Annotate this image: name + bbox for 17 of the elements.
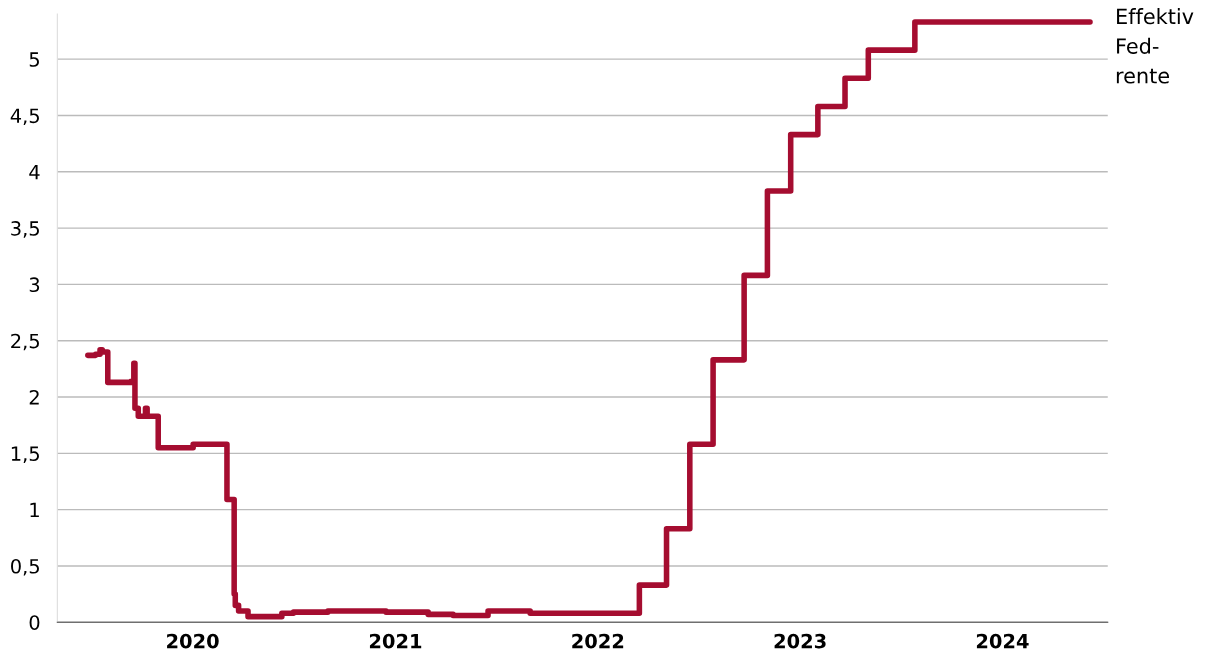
y-tick-label: 2,5: [11, 333, 39, 351]
y-tick-label: 1,5: [11, 446, 39, 463]
x-tick-label: 2020: [167, 633, 219, 649]
y-tick-label: 1: [30, 502, 39, 518]
x-tick-label: 2022: [572, 633, 624, 649]
y-tick-label: 5: [29, 52, 39, 67]
series-label: Effektiv Fed-rente: [1116, 8, 1194, 84]
x-tick-label: 2021: [369, 633, 422, 649]
y-tick-label: 0: [29, 615, 40, 630]
y-tick-label: 3,5: [11, 221, 39, 238]
x-tick-label: 2024: [976, 633, 1029, 649]
y-tick-label: 2: [29, 389, 39, 405]
x-tick-label: 2023: [774, 633, 826, 649]
y-tick-label: 3: [29, 277, 40, 293]
y-tick-label: 4,5: [10, 108, 39, 126]
y-tick-label: 4: [29, 164, 40, 180]
y-tick-label: 0,5: [11, 558, 39, 576]
